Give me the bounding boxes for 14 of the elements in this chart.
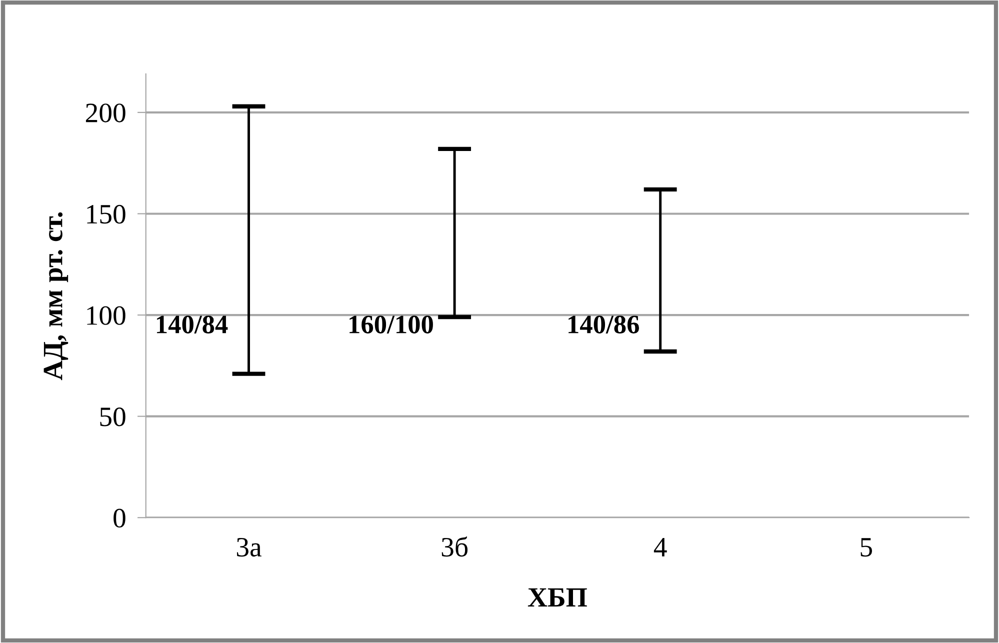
y-tick-label: 0 [114,508,126,528]
annotation: 140/86 [568,316,639,334]
x-tick-label: 4 [654,538,667,556]
x-axis-title: ХБП [528,588,587,607]
annotation: 160/100 [350,316,433,334]
y-tick-label: 100 [87,306,126,325]
y-tick-label: 150 [87,204,126,224]
x-tick-label: 3а [236,538,262,557]
y-tick-label: 50 [100,407,126,426]
y-axis-title: АД, мм рт. ст. [44,212,68,380]
annotation: 140/84 [156,316,228,334]
x-tick-label: 5 [860,538,872,557]
x-tick-label: 3б [442,536,468,557]
y-tick-label: 200 [86,104,126,122]
